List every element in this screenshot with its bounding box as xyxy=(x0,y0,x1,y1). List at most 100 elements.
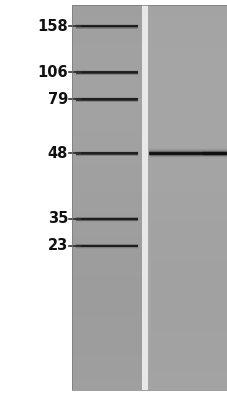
Bar xyxy=(72,376,143,380)
Bar xyxy=(72,231,143,236)
Bar xyxy=(72,323,143,328)
Bar xyxy=(150,231,227,236)
Bar xyxy=(150,260,227,265)
Bar xyxy=(150,376,227,380)
Bar xyxy=(72,241,143,246)
Bar xyxy=(150,270,227,274)
Bar xyxy=(72,385,143,390)
Bar xyxy=(72,96,143,101)
Bar xyxy=(150,284,227,289)
Bar xyxy=(150,236,227,241)
Bar xyxy=(72,135,143,140)
Bar xyxy=(150,250,227,255)
Bar xyxy=(150,226,227,231)
Bar xyxy=(72,212,143,217)
Text: 106: 106 xyxy=(37,65,68,80)
Bar xyxy=(72,188,143,193)
Bar xyxy=(150,144,227,149)
Bar xyxy=(150,352,227,356)
Bar xyxy=(72,154,143,159)
Bar xyxy=(72,371,143,376)
Bar xyxy=(150,183,227,188)
Bar xyxy=(150,68,227,72)
Bar xyxy=(72,366,143,371)
Bar xyxy=(150,92,227,96)
Bar xyxy=(150,140,227,144)
Bar xyxy=(150,265,227,270)
Bar xyxy=(72,308,143,313)
Bar xyxy=(72,347,143,352)
Bar xyxy=(72,255,143,260)
Bar xyxy=(72,10,143,15)
Bar xyxy=(72,130,143,135)
Bar xyxy=(72,313,143,318)
Bar xyxy=(72,87,143,92)
Bar xyxy=(72,20,143,24)
Bar xyxy=(150,111,227,116)
Bar xyxy=(150,303,227,308)
Bar xyxy=(72,274,143,279)
Bar xyxy=(150,82,227,87)
Bar xyxy=(150,347,227,352)
Text: 48: 48 xyxy=(47,146,68,161)
Bar xyxy=(72,342,143,347)
Bar xyxy=(72,193,143,198)
Bar xyxy=(72,169,143,174)
Bar xyxy=(150,58,227,63)
Bar xyxy=(72,332,143,337)
Text: 158: 158 xyxy=(37,19,68,34)
Bar xyxy=(150,246,227,250)
Bar xyxy=(150,255,227,260)
Bar xyxy=(150,169,227,174)
Bar xyxy=(150,149,227,154)
Bar xyxy=(72,24,143,29)
Bar xyxy=(150,371,227,376)
Bar xyxy=(150,5,227,10)
Bar xyxy=(72,149,143,154)
Bar xyxy=(150,159,227,164)
Text: 23: 23 xyxy=(47,238,68,253)
Bar xyxy=(150,337,227,342)
Bar xyxy=(72,294,143,298)
Bar xyxy=(150,212,227,217)
Bar xyxy=(72,236,143,241)
Bar xyxy=(150,34,227,39)
Bar xyxy=(150,241,227,246)
Bar xyxy=(72,34,143,39)
Bar xyxy=(72,183,143,188)
Bar xyxy=(72,82,143,87)
Bar xyxy=(72,29,143,34)
Bar xyxy=(150,298,227,303)
Bar xyxy=(150,385,227,390)
Bar xyxy=(150,15,227,20)
Bar xyxy=(72,246,143,250)
Bar xyxy=(150,77,227,82)
Bar xyxy=(150,178,227,183)
Bar xyxy=(150,10,227,15)
Text: 79: 79 xyxy=(47,92,68,107)
Bar xyxy=(72,106,143,111)
Bar xyxy=(150,39,227,44)
Bar xyxy=(72,352,143,356)
Bar xyxy=(150,101,227,106)
Bar xyxy=(72,270,143,274)
Bar xyxy=(72,222,143,226)
Bar xyxy=(72,15,143,20)
Bar xyxy=(72,63,143,68)
Bar xyxy=(72,125,143,130)
Bar xyxy=(150,217,227,222)
Bar xyxy=(72,144,143,149)
Bar xyxy=(72,361,143,366)
Bar xyxy=(150,48,227,53)
Bar xyxy=(150,193,227,198)
Bar xyxy=(150,53,227,58)
Bar xyxy=(150,313,227,318)
Bar xyxy=(72,44,143,48)
Bar xyxy=(72,101,143,106)
Bar xyxy=(72,68,143,72)
Bar xyxy=(150,323,227,328)
Bar xyxy=(150,20,227,24)
Bar xyxy=(150,356,227,361)
Bar xyxy=(72,5,143,10)
Bar xyxy=(150,106,227,111)
